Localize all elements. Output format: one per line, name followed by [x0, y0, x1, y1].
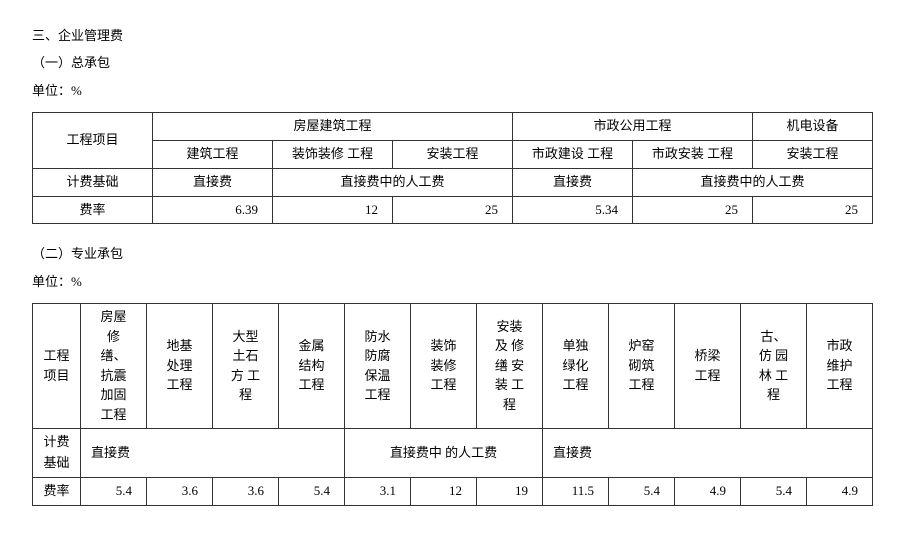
- t2-c10: 桥梁 工程: [675, 304, 741, 429]
- t2-b1: 直接费: [81, 429, 345, 478]
- t2-rowhead-basis: 计费 基础: [33, 429, 81, 478]
- t1-r3: 25: [393, 196, 513, 224]
- subsection-1-title: （一）总承包: [32, 51, 874, 74]
- t1-r5: 25: [633, 196, 753, 224]
- t1-h1: 建筑工程: [153, 140, 273, 168]
- t2-b3: 直接费: [543, 429, 873, 478]
- t2-r11: 5.4: [741, 478, 807, 506]
- t2-c4: 金属 结构 工程: [279, 304, 345, 429]
- t1-rowhead-basis: 计费基础: [33, 168, 153, 196]
- t1-h3: 安装工程: [393, 140, 513, 168]
- table-1: 工程项目 房屋建筑工程 市政公用工程 机电设备 建筑工程 装饰装修 工程 安装工…: [32, 112, 873, 224]
- t2-c12: 市政 维护 工程: [807, 304, 873, 429]
- t1-b4: 直接费中的人工费: [633, 168, 873, 196]
- t2-c11: 古、 仿 园林 工程: [741, 304, 807, 429]
- t2-c6: 装饰 装修 工程: [411, 304, 477, 429]
- t2-r12: 4.9: [807, 478, 873, 506]
- table-2: 工程 项目 房屋 修 缮、 抗震 加固 工程 地基 处理 工程 大型 土石 方 …: [32, 303, 873, 506]
- t2-c3: 大型 土石 方 工程: [213, 304, 279, 429]
- t2-c9: 炉窑 砌筑 工程: [609, 304, 675, 429]
- t2-b2: 直接费中 的人工费: [345, 429, 543, 478]
- t2-rowhead-rate: 费率: [33, 478, 81, 506]
- t2-r8: 11.5: [543, 478, 609, 506]
- t2-rowhead-project: 工程 项目: [33, 304, 81, 429]
- t2-r7: 19: [477, 478, 543, 506]
- t2-c7: 安装 及 修缮 安装 工程: [477, 304, 543, 429]
- section-title: 三、企业管理费: [32, 24, 874, 47]
- t2-c5: 防水 防腐 保温 工程: [345, 304, 411, 429]
- t2-c2: 地基 处理 工程: [147, 304, 213, 429]
- t2-r5: 3.1: [345, 478, 411, 506]
- t1-r2: 12: [273, 196, 393, 224]
- subsection-2-title: （二）专业承包: [32, 242, 874, 265]
- t1-h6: 安装工程: [753, 140, 873, 168]
- t1-r6: 25: [753, 196, 873, 224]
- t2-c8: 单独 绿化 工程: [543, 304, 609, 429]
- t1-r4: 5.34: [513, 196, 633, 224]
- unit-label-1: 单位：%: [32, 79, 874, 102]
- t2-r2: 3.6: [147, 478, 213, 506]
- t1-rowhead-rate: 费率: [33, 196, 153, 224]
- t1-b3: 直接费: [513, 168, 633, 196]
- t2-r4: 5.4: [279, 478, 345, 506]
- t1-h4: 市政建设 工程: [513, 140, 633, 168]
- t2-r6: 12: [411, 478, 477, 506]
- t1-group1: 房屋建筑工程: [153, 113, 513, 141]
- t1-b1: 直接费: [153, 168, 273, 196]
- t2-c1: 房屋 修 缮、 抗震 加固 工程: [81, 304, 147, 429]
- t1-h5: 市政安装 工程: [633, 140, 753, 168]
- t1-rowhead-project: 工程项目: [33, 113, 153, 169]
- t1-group3: 机电设备: [753, 113, 873, 141]
- t1-h2: 装饰装修 工程: [273, 140, 393, 168]
- t1-group2: 市政公用工程: [513, 113, 753, 141]
- t2-r10: 4.9: [675, 478, 741, 506]
- t2-r3: 3.6: [213, 478, 279, 506]
- t1-r1: 6.39: [153, 196, 273, 224]
- t2-r9: 5.4: [609, 478, 675, 506]
- t2-r1: 5.4: [81, 478, 147, 506]
- unit-label-2: 单位：%: [32, 270, 874, 293]
- t1-b2: 直接费中的人工费: [273, 168, 513, 196]
